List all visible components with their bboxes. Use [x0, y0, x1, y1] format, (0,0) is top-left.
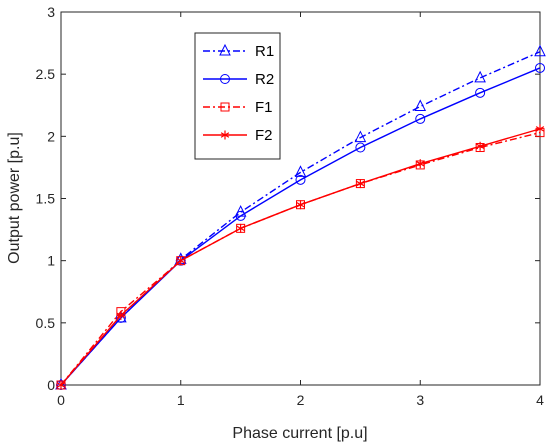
data-point-r1	[354, 130, 367, 143]
legend-box	[194, 32, 281, 160]
y-tick-label: 1.5	[36, 191, 56, 207]
data-point-r2	[475, 87, 486, 98]
legend-entry-r1: R1	[203, 43, 274, 60]
data-point-f2	[236, 223, 245, 233]
data-point-r2	[295, 174, 306, 185]
asterisk-stroke	[176, 257, 185, 264]
data-point-r2	[535, 62, 545, 73]
asterisk-stroke	[116, 312, 126, 319]
legend-entry-f2: F2	[203, 127, 273, 144]
legend-label-f2: F2	[255, 127, 273, 144]
legend-marker-f2	[220, 130, 230, 140]
x-tick-label: 1	[177, 392, 185, 408]
legend-marker-r2	[220, 74, 230, 84]
asterisk-stroke	[356, 180, 365, 187]
data-point-f2	[356, 179, 365, 189]
legend: R1 R2 F1 F2	[194, 32, 281, 160]
legend-marker-r1	[219, 43, 231, 56]
data-point-r1	[294, 165, 307, 177]
data-point-r2	[415, 113, 426, 124]
series-line-r1	[60, 51, 541, 386]
asterisk-stroke	[416, 160, 425, 167]
data-point-f2	[176, 256, 185, 266]
asterisk-stroke	[535, 126, 545, 132]
y-axis-label: Output power [p.u]	[6, 132, 23, 264]
series-layer	[55, 44, 546, 390]
data-point-r1	[534, 44, 546, 57]
x-tick-label: 2	[297, 392, 305, 408]
y-tick-label: 1	[47, 253, 55, 269]
asterisk-stroke	[475, 143, 485, 150]
data-point-r1	[474, 70, 486, 83]
x-tick-label: 0	[57, 392, 65, 408]
data-point-f2	[116, 310, 126, 320]
data-point-f2	[475, 141, 485, 151]
x-axis-label: Phase current [p.u]	[232, 425, 367, 442]
y-tick-label: 2.5	[36, 66, 56, 82]
data-point-r1	[414, 99, 427, 111]
legend-marker-f1	[220, 102, 230, 112]
y-tick-label: 3	[47, 4, 55, 20]
y-tick-label: 0	[47, 377, 55, 393]
data-point-f2	[296, 200, 305, 210]
asterisk-stroke	[56, 382, 66, 388]
data-point-f2	[416, 159, 425, 169]
x-tick-label: 4	[536, 392, 544, 408]
legend-label-r2: R2	[255, 71, 274, 88]
x-tick-label: 3	[416, 392, 424, 408]
series-line-r2	[60, 67, 541, 386]
series-f2	[56, 124, 545, 390]
legend-label-f1: F1	[255, 99, 273, 116]
legend-entry-f1: F1	[203, 99, 273, 116]
data-point-r2	[355, 142, 366, 153]
asterisk-stroke	[236, 225, 245, 232]
y-tick-label: 2	[47, 128, 55, 144]
plot-area	[60, 11, 541, 386]
asterisk-stroke	[220, 132, 230, 138]
data-point-f2	[535, 124, 545, 134]
legend-entry-r2: R2	[203, 71, 274, 88]
y-tick-label: 0.5	[36, 315, 56, 331]
legend-label-r1: R1	[255, 43, 274, 60]
asterisk-stroke	[296, 201, 305, 208]
data-point-r2	[235, 210, 246, 221]
data-point-f2	[56, 380, 66, 390]
